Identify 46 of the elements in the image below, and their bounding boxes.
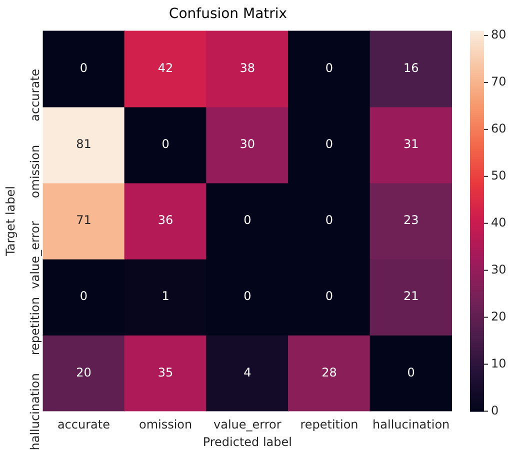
color-bar-label: 20 bbox=[491, 309, 506, 324]
data-label: 1 bbox=[162, 289, 170, 304]
data-label: 0 bbox=[325, 137, 334, 152]
y-axis-title: Target label bbox=[3, 186, 18, 257]
chart-title: Confusion Matrix bbox=[168, 6, 288, 22]
data-label: 0 bbox=[162, 137, 170, 152]
data-label: 28 bbox=[322, 365, 337, 380]
data-label: 0 bbox=[407, 365, 415, 380]
x-axis-title: Predicted label bbox=[202, 434, 292, 449]
color-bar-label: 30 bbox=[491, 262, 506, 276]
x-tick-label: hallucination bbox=[372, 418, 450, 432]
data-label: 0 bbox=[80, 289, 88, 304]
y-tick-label: omission bbox=[28, 144, 42, 198]
color-bar-label: 50 bbox=[491, 168, 506, 183]
x-tick-label: omission bbox=[138, 418, 192, 432]
data-label: 36 bbox=[158, 213, 174, 228]
data-label: 71 bbox=[76, 213, 92, 228]
x-tick-label: repetition bbox=[300, 418, 358, 432]
data-label: 38 bbox=[240, 60, 256, 75]
data-label: 31 bbox=[403, 137, 419, 152]
color-bar-label: 40 bbox=[491, 215, 506, 230]
data-label: 0 bbox=[80, 60, 88, 75]
color-bar-label: 10 bbox=[491, 356, 506, 370]
data-label: 42 bbox=[158, 60, 174, 75]
data-label: 16 bbox=[403, 60, 419, 75]
data-label: 21 bbox=[403, 289, 419, 304]
y-tick-label: repetition bbox=[28, 297, 42, 356]
color-bar-label: 0 bbox=[491, 403, 499, 418]
y-tick-label: value_error bbox=[28, 220, 42, 289]
data-label: 0 bbox=[325, 289, 334, 304]
data-label: 4 bbox=[244, 365, 252, 380]
data-label: 23 bbox=[403, 213, 419, 228]
data-label: 0 bbox=[244, 213, 252, 228]
data-label: 81 bbox=[76, 137, 92, 152]
x-tick-label: accurate bbox=[57, 418, 110, 432]
x-tick-label: value_error bbox=[213, 418, 282, 432]
data-label: 20 bbox=[76, 365, 92, 380]
data-label: 0 bbox=[325, 60, 334, 75]
color-bar-label: 80 bbox=[491, 28, 506, 42]
data-label: 0 bbox=[244, 289, 252, 304]
data-label: 35 bbox=[158, 365, 174, 380]
data-label: 0 bbox=[325, 213, 334, 228]
y-tick-label: accurate bbox=[28, 68, 42, 122]
data-label: 30 bbox=[240, 137, 256, 152]
color-bar-label: 70 bbox=[491, 74, 506, 89]
color-bar-label: 60 bbox=[491, 122, 506, 136]
